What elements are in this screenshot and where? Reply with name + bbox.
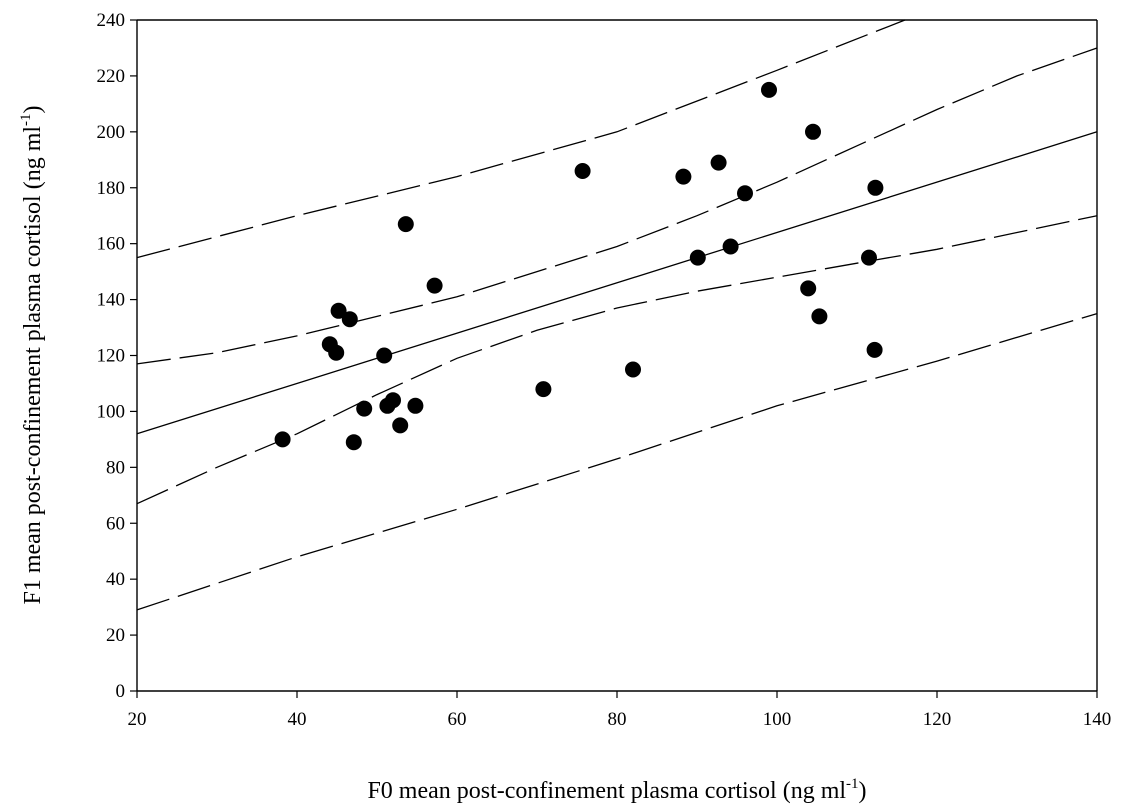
data-point (761, 81, 777, 98)
data-point (330, 302, 347, 319)
y-tick-label: 120 (97, 346, 126, 367)
plot-area (136, 19, 1098, 692)
confidence-band-lower (136, 215, 1098, 505)
x-tick-label: 60 (448, 709, 467, 730)
y-tick-label: 80 (106, 457, 125, 478)
y-tick-label: 240 (97, 10, 126, 31)
y-axis-title: F1 mean post-confinement plasma cortisol… (18, 105, 46, 604)
data-point (535, 381, 552, 398)
data-point (866, 341, 883, 358)
y-tick-label: 20 (106, 625, 125, 646)
x-tick-label: 100 (763, 709, 792, 730)
data-point (811, 308, 828, 325)
data-point (426, 277, 443, 294)
data-point (274, 431, 291, 448)
x-tick-label: 80 (608, 709, 627, 730)
data-points (274, 81, 884, 451)
data-point (574, 163, 591, 179)
y-tick-label: 220 (97, 66, 126, 87)
data-point (710, 154, 727, 171)
confidence-band-upper (136, 47, 1098, 365)
data-point (341, 311, 358, 328)
y-tick-label: 40 (106, 569, 125, 590)
y-tick-label: 60 (106, 513, 125, 534)
x-tick-label: 120 (923, 709, 952, 730)
data-point (392, 417, 409, 434)
data-point (625, 361, 641, 378)
data-point (356, 400, 373, 417)
data-point (805, 123, 821, 140)
data-point (689, 249, 706, 266)
bands (136, 19, 1098, 611)
data-point (737, 185, 753, 202)
regression-line (136, 131, 1098, 435)
y-axis: 0 20 40 60 80 100 120 140 160 180 200 220 240 (97, 10, 137, 702)
y-tick-label: 140 (97, 290, 126, 311)
y-tick-label: 180 (97, 178, 126, 199)
prediction-band-lower (136, 312, 1098, 611)
data-point (722, 238, 739, 255)
y-tick-label: 200 (97, 122, 126, 143)
x-tick-label: 40 (288, 709, 307, 730)
data-point (397, 216, 414, 233)
data-point (861, 249, 877, 266)
y-tick-label: 0 (116, 681, 126, 702)
data-point (376, 347, 393, 364)
data-point (867, 179, 884, 196)
x-axis-title: F0 mean post-confinement plasma cortisol… (367, 776, 866, 804)
x-tick-label: 20 (128, 709, 147, 730)
y-tick-label: 100 (97, 401, 126, 422)
x-axis: 20 40 60 80 100 120 140 (128, 691, 1112, 730)
y-tick-label: 160 (97, 234, 126, 255)
data-point (800, 280, 817, 297)
data-point (385, 392, 401, 409)
x-tick-label: 140 (1083, 709, 1112, 730)
prediction-band-upper (136, 19, 906, 259)
data-point (675, 168, 692, 185)
data-point (328, 344, 345, 361)
data-point (407, 397, 424, 414)
data-point (345, 434, 362, 451)
